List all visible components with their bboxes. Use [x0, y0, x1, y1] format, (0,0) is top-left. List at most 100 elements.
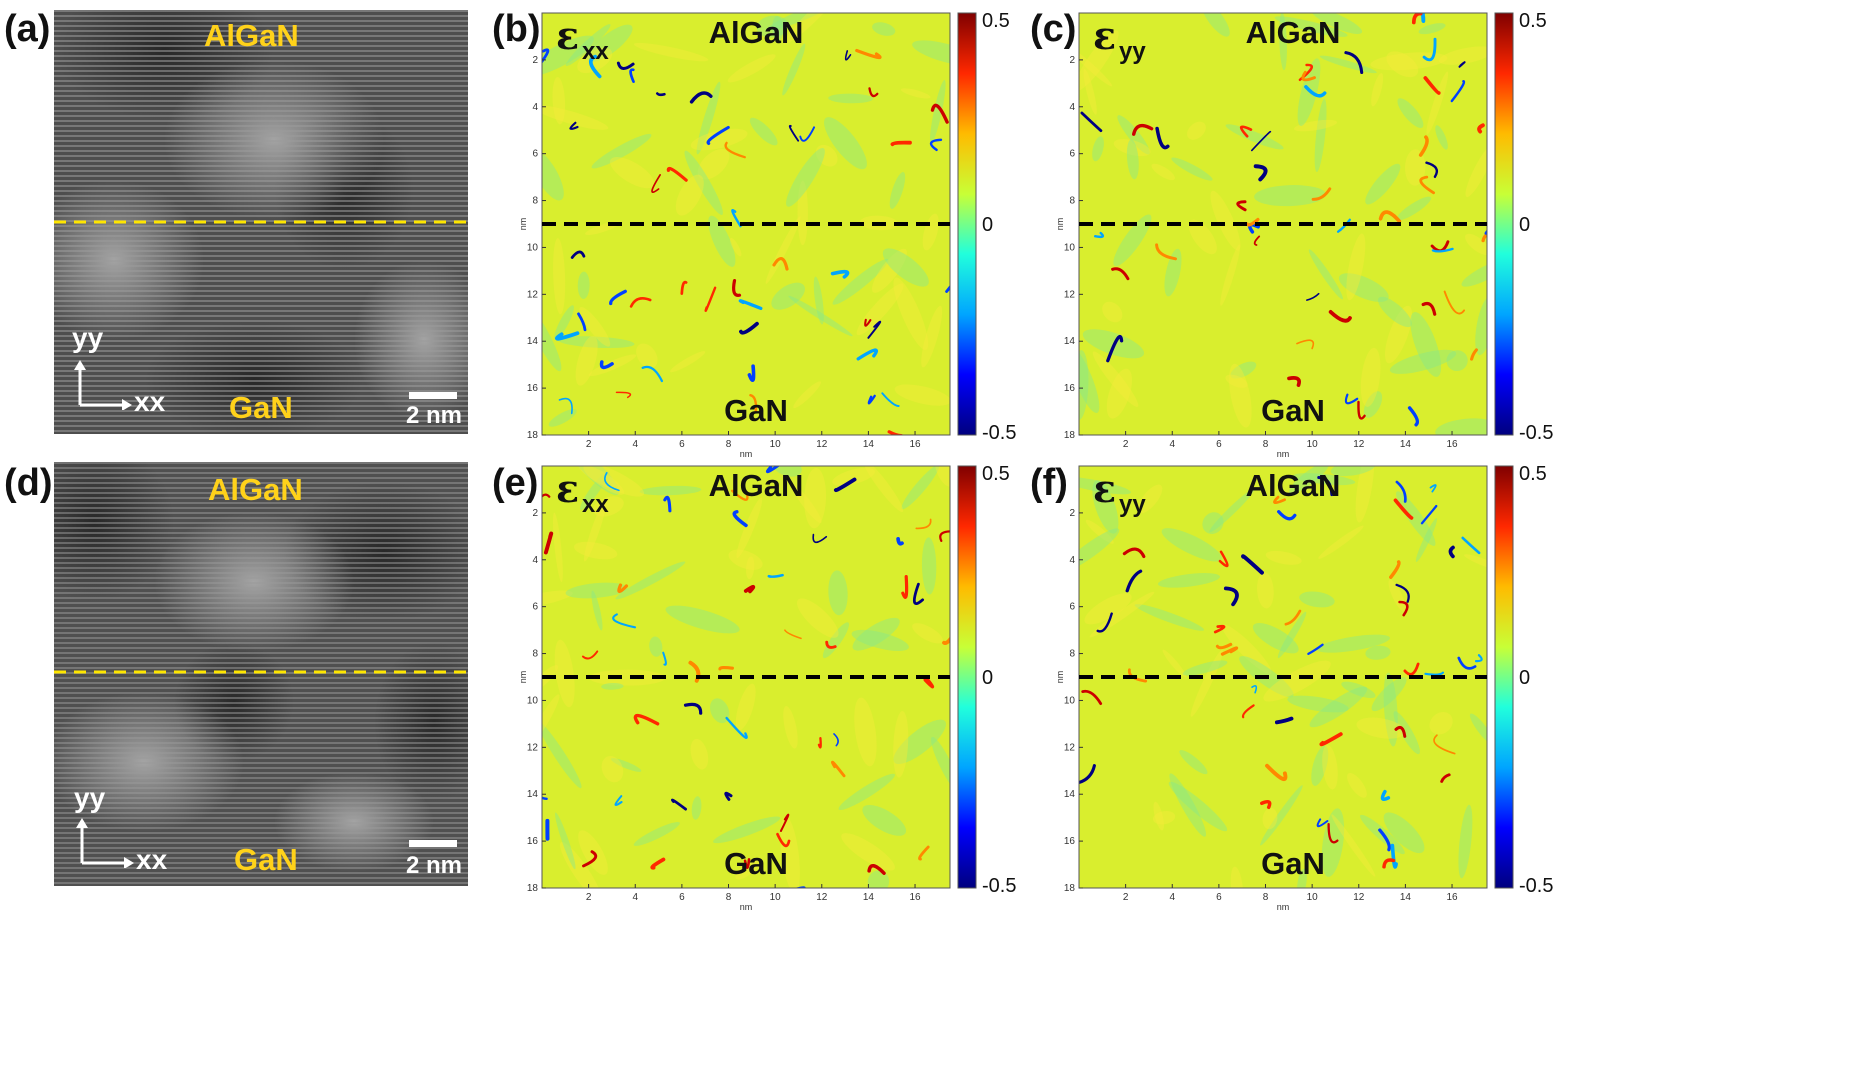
- strain-feature: [570, 250, 586, 259]
- strain-feature: [1420, 504, 1438, 525]
- strain-feature: [732, 279, 742, 297]
- strain-feature: [1336, 218, 1351, 233]
- strain-feature: [663, 495, 672, 513]
- x-tick-label: 4: [1169, 439, 1175, 450]
- strain-feature: [1155, 126, 1170, 150]
- strain-feature: [939, 530, 950, 542]
- y-tick-label: 2: [1069, 55, 1075, 66]
- strain-feature: [779, 813, 790, 832]
- colorbar-tick-label: -0.5: [982, 422, 1016, 444]
- y-tick-label: 18: [527, 883, 539, 894]
- strain-feature: [1213, 624, 1226, 634]
- y-tick-label: 16: [527, 383, 539, 394]
- y-axis-unit: nm: [1055, 218, 1065, 231]
- layer-label-gan-a: GaN: [229, 390, 293, 425]
- y-axis-unit: nm: [518, 218, 528, 231]
- colorbar-tick-label: 0: [982, 667, 993, 689]
- strain-feature: [1407, 406, 1420, 427]
- x-tick-label: 2: [586, 892, 592, 903]
- panel-c-letter: (c): [1030, 8, 1077, 50]
- strain-feature: [1284, 609, 1302, 626]
- x-tick-label: 10: [770, 439, 782, 450]
- axis-xx-label-d: xx: [136, 844, 168, 875]
- scale-bar-a: [409, 392, 457, 399]
- layer-label-gan-d: GaN: [234, 842, 298, 877]
- strain-map-svg-b: 2 4 6 8 10 12 14 16 2 4 6 8 10 12 14 16 18 nm nm 0.5 0 -0.5 ε x…: [518, 10, 1016, 459]
- x-tick-label: 14: [863, 892, 875, 903]
- strain-feature: [1328, 310, 1352, 323]
- x-tick-label: 16: [1446, 892, 1458, 903]
- strain-map-f: 2 4 6 8 10 12 14 16 2 4 6 8 10 12 14 16 18 nm nm 0.5 0 -0.5 ε y…: [1055, 458, 1575, 912]
- y-tick-label: 4: [532, 102, 538, 113]
- x-axis-unit: nm: [1277, 449, 1290, 459]
- strain-feature: [1389, 560, 1401, 579]
- y-tick-label: 6: [1069, 149, 1075, 160]
- strain-feature: [855, 48, 882, 60]
- strain-feature: [901, 575, 909, 599]
- strain-feature: [772, 257, 789, 271]
- strain-feature: [918, 845, 930, 861]
- strain-feature: [1251, 685, 1258, 694]
- x-tick-label: 10: [1307, 892, 1319, 903]
- strain-feature: [1111, 267, 1130, 281]
- y-tick-label: 18: [1064, 430, 1076, 441]
- strain-feature: [1429, 484, 1437, 493]
- strain-feature: [881, 392, 900, 407]
- strain-feature: [1094, 231, 1105, 239]
- strain-feature: [1080, 111, 1103, 133]
- panel-a-letter: (a): [4, 8, 51, 50]
- colorbar-tick-label: -0.5: [982, 875, 1016, 897]
- y-tick-label: 14: [527, 336, 539, 347]
- strain-feature: [867, 864, 886, 875]
- x-tick-label: 10: [770, 892, 782, 903]
- strain-feature: [1474, 654, 1483, 663]
- strain-feature: [680, 280, 688, 295]
- strain-component-symbol: ε: [556, 13, 579, 58]
- strain-feature: [1132, 123, 1154, 136]
- strain-feature: [1296, 339, 1315, 350]
- panel-d-letter: (d): [4, 462, 53, 504]
- strain-feature: [732, 510, 748, 528]
- colorbar-tick-label: -0.5: [1519, 875, 1553, 897]
- x-axis-unit: nm: [740, 449, 753, 459]
- strain-feature: [1424, 671, 1445, 676]
- strain-feature: [683, 702, 703, 715]
- layer-label-gan: GaN: [1261, 846, 1325, 881]
- strain-feature: [1344, 393, 1359, 405]
- x-tick-label: 8: [1263, 439, 1269, 450]
- panel-d-tem-image: AlGaN GaN yy xx 2 nm: [54, 462, 468, 886]
- strain-feature: [1274, 716, 1294, 725]
- strain-feature: [1423, 76, 1441, 95]
- strain-feature: [1398, 600, 1409, 617]
- x-tick-label: 14: [1400, 892, 1412, 903]
- y-tick-label: 10: [527, 242, 539, 253]
- scale-text-d: 2 nm: [406, 852, 463, 879]
- x-tick-label: 16: [909, 892, 921, 903]
- layer-label-algan-a: AlGaN: [204, 18, 299, 53]
- y-tick-label: 10: [527, 695, 539, 706]
- x-axis-unit: nm: [740, 902, 753, 912]
- strain-map-svg-e: 2 4 6 8 10 12 14 16 2 4 6 8 10 12 14 16 18 nm nm 0.5 0 -0.5 ε x…: [518, 463, 1016, 912]
- y-tick-label: 8: [532, 196, 538, 207]
- strain-feature: [1431, 247, 1454, 253]
- strain-feature: [817, 736, 822, 749]
- strain-feature: [890, 140, 912, 147]
- x-tick-label: 6: [679, 892, 685, 903]
- strain-feature: [1251, 130, 1272, 152]
- y-tick-label: 10: [1064, 242, 1076, 253]
- strain-feature: [1218, 550, 1229, 568]
- strain-feature: [1253, 164, 1268, 182]
- strain-features: [1079, 466, 1487, 888]
- layer-label-algan: AlGaN: [709, 15, 804, 50]
- y-tick-label: 4: [532, 555, 538, 566]
- layer-label-algan: AlGaN: [1246, 15, 1341, 50]
- panel-f-letter: (f): [1030, 462, 1068, 504]
- strain-feature: [799, 126, 816, 142]
- layer-label-gan: GaN: [724, 846, 788, 881]
- strain-component-symbol: ε: [1093, 466, 1116, 511]
- strain-feature: [615, 391, 632, 399]
- y-tick-label: 16: [527, 836, 539, 847]
- colorbar-tick-label: 0: [1519, 214, 1530, 236]
- strain-feature: [1319, 732, 1343, 747]
- strain-feature: [743, 584, 756, 594]
